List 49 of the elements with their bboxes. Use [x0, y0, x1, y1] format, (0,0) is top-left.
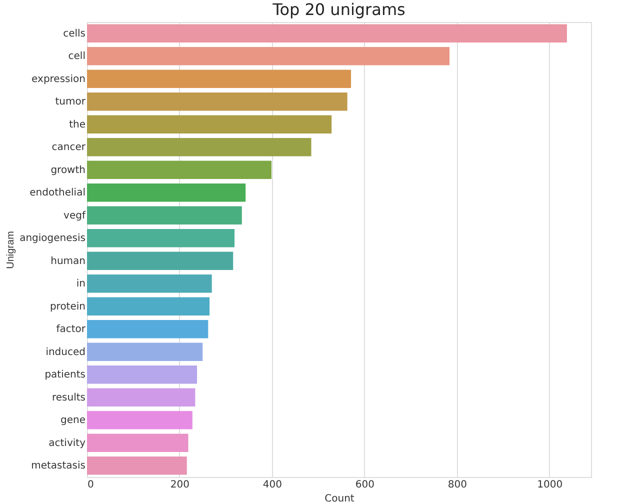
y-tick-label: human: [50, 256, 86, 267]
y-tick-label: factor: [56, 324, 86, 336]
bar: [87, 92, 348, 111]
y-tick-label: patients: [44, 370, 86, 381]
x-tick-label: 200: [170, 480, 190, 490]
y-tick-label: endothelial: [30, 188, 86, 199]
bar: [87, 184, 246, 202]
y-tick-label: induced: [46, 346, 86, 358]
y-tick-label: growth: [50, 164, 86, 176]
bar: [87, 411, 192, 430]
x-tick-label: 0: [88, 480, 94, 490]
y-tick-label: gene: [60, 415, 86, 426]
y-tick-label: angiogenesis: [20, 233, 86, 244]
bar: [87, 47, 450, 66]
bar: [87, 297, 210, 316]
bar: [87, 229, 234, 248]
bar: [87, 320, 208, 338]
y-tick-label: cancer: [52, 142, 86, 154]
y-tick-label: protein: [50, 301, 86, 312]
bar: [87, 274, 212, 293]
y-axis-title: Unigram: [6, 231, 17, 269]
y-tick-label: in: [76, 278, 86, 290]
bar: [87, 160, 272, 179]
bar: [87, 434, 188, 452]
y-tick-label: cell: [68, 51, 86, 62]
y-tick-label: activity: [48, 438, 86, 449]
y-tick-label: results: [52, 392, 86, 404]
bar: [87, 115, 332, 134]
bar: [87, 366, 198, 384]
y-tick-label: metastasis: [31, 460, 86, 472]
bar: [87, 206, 242, 224]
x-tick-label: 600: [355, 480, 374, 490]
y-tick-label: tumor: [55, 96, 86, 108]
bar: [87, 252, 234, 270]
y-tick-label: vegf: [64, 210, 86, 222]
bar: [87, 342, 203, 361]
bar: [87, 456, 187, 475]
bar: [87, 138, 312, 156]
bar: [87, 24, 567, 42]
chart-title: Top 20 unigrams: [272, 0, 406, 19]
x-tick-label: 800: [448, 480, 467, 490]
bar: [87, 70, 352, 88]
y-tick-label: expression: [32, 74, 86, 85]
y-tick-label: the: [69, 119, 86, 130]
x-tick-label: 400: [262, 480, 282, 490]
x-axis-title: Count: [324, 494, 354, 504]
x-tick-label: 1000: [537, 480, 563, 490]
y-tick-label: cells: [63, 28, 86, 40]
bar: [87, 388, 196, 406]
